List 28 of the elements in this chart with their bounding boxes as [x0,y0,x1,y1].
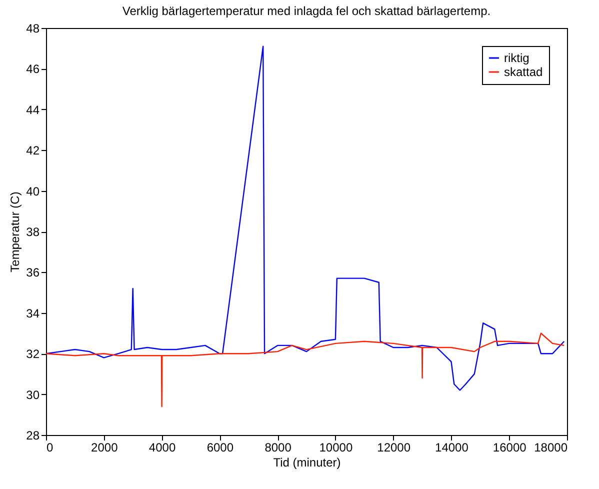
y-tick-label: 30 [26,388,40,402]
y-tick-label: 44 [26,102,40,117]
y-tick-label: 46 [26,62,40,76]
y-tick-label: 32 [26,347,40,362]
x-tick-label: 6000 [206,440,234,454]
x-tick-label: 2000 [91,440,118,454]
y-tick-label: 48 [26,22,40,36]
x-tick-label: 0 [46,440,54,454]
x-tick-label: 12000 [377,440,411,454]
legend-label: skattad [504,65,543,79]
y-tick-label: 42 [26,144,40,158]
y-tick-label: 34 [26,306,40,320]
x-tick-label: 10000 [319,440,353,454]
y-tick-label: 38 [26,225,40,239]
x-tick-label: 16000 [492,440,527,454]
y-axis-title: Temperatur (C) [8,192,22,272]
x-tick-label: 8000 [264,440,292,454]
y-tick-label: 28 [26,428,40,442]
y-tick-label: 36 [26,266,40,280]
chart-title: Verklig bärlagertemperatur med inlagda fel och skattad bärlagertemp. [122,4,491,18]
x-tick-label: 4000 [148,440,176,454]
legend-label: riktig [504,51,530,65]
line-series [45,332,565,408]
x-tick-label: 14000 [435,440,469,454]
line-series [45,46,565,391]
y-tick-label: 40 [26,184,40,198]
x-axis-title: Tid (minuter) [273,456,341,470]
x-tick-label: 18000 [534,440,568,454]
